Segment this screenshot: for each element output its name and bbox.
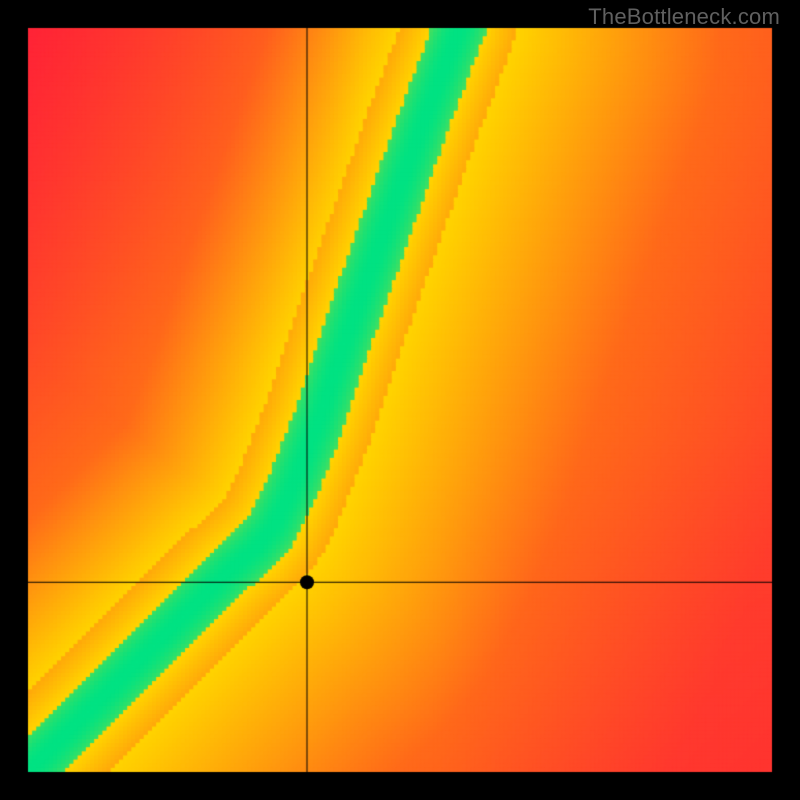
heatmap-canvas bbox=[0, 0, 800, 800]
watermark-text: TheBottleneck.com bbox=[588, 4, 780, 30]
